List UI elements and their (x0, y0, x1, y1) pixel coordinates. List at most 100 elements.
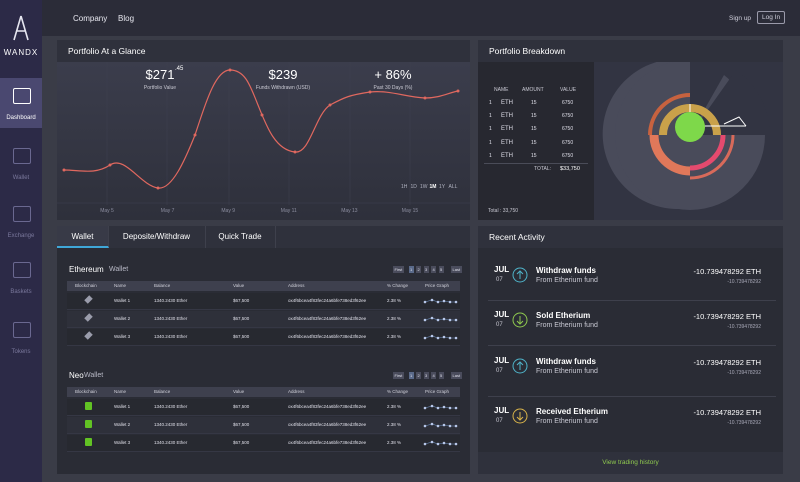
activity-source: From Etherium fund (536, 368, 598, 375)
pager-button[interactable]: 3 (423, 266, 429, 273)
pager-button[interactable]: 5 (438, 372, 444, 379)
range-button[interactable]: 1M (429, 184, 437, 190)
table-cell: 6750 (562, 152, 574, 159)
activity-sub: -10.739478292 (727, 324, 761, 330)
x-date: May 5 (100, 208, 114, 214)
cell-balance: 1340.2430 Ether (154, 440, 188, 445)
table-row (67, 329, 460, 346)
pager-button[interactable]: 1 (408, 372, 414, 379)
sidebar-link[interactable]: Baskets (10, 289, 32, 295)
cell-balance: 1340.2430 Ether (154, 422, 188, 427)
login-button[interactable]: Log In (757, 11, 786, 24)
activity-day: 07 (496, 418, 503, 424)
nav-link[interactable]: Company (73, 14, 108, 23)
activity-panel: Recent Activity JUL 07 Withdraw funds From … (478, 226, 783, 474)
sidebar-link[interactable]: Tokens (11, 349, 31, 355)
neo-icon (85, 402, 92, 410)
cell-change: 2.38 % (387, 422, 402, 427)
cell-change: 2.38 % (387, 316, 402, 321)
column-header: Blockchain (75, 283, 97, 288)
divider (484, 163, 588, 164)
table-cell: 1 (489, 100, 492, 106)
cell-balance: 1340.2430 Ether (154, 316, 188, 321)
activity-amount: -10.739478292 ETH (693, 358, 761, 367)
activity-amount: -10.739478292 ETH (693, 408, 761, 417)
mini-price-graph (423, 298, 458, 304)
stat-label: Portfolio Value (143, 85, 177, 91)
sidebar-link[interactable]: Wallet (12, 175, 30, 181)
column-header: Address (288, 283, 305, 288)
table-cell: 15 (531, 152, 537, 159)
activity-footer-bg (478, 452, 783, 474)
chart-area (57, 62, 470, 220)
wallet-heading-suffix: Wallet (109, 266, 129, 273)
cell-balance: 1340.2430 Ether (154, 298, 188, 303)
cell-change: 2.38 % (387, 298, 402, 303)
table-cell: 15 (531, 139, 537, 146)
table-cell: 6750 (562, 100, 574, 106)
pager-button[interactable]: 4 (431, 372, 437, 379)
sidebar-icon (13, 322, 31, 338)
column-header: Value (233, 283, 245, 288)
tab[interactable]: Wallet (57, 226, 109, 248)
panel-title: Recent Activity (478, 226, 783, 248)
range-button[interactable]: 1W (420, 184, 428, 190)
activity-sub: -10.739478292 (727, 279, 761, 285)
range-button[interactable]: ALL (448, 184, 458, 190)
cell-name: Wallet 2 (114, 422, 131, 427)
cell-value: $67,500 (233, 316, 250, 321)
activity-month: JUL (494, 265, 510, 274)
mini-price-graph (423, 404, 458, 410)
mini-price-graph (423, 440, 458, 446)
table-row (67, 311, 460, 328)
column-header: % Change (387, 389, 409, 394)
cell-value: $67,500 (233, 440, 250, 445)
table-cell: ETH (501, 113, 513, 120)
cell-change: 2.38 % (387, 440, 402, 445)
activity-source: From Etherium fund (536, 418, 598, 425)
column-header: % Change (387, 283, 409, 288)
pager-button[interactable]: 2 (416, 372, 422, 379)
activity-month: JUL (494, 356, 510, 365)
stat-value: $239 (268, 67, 298, 82)
range-button[interactable]: 1H (401, 184, 408, 190)
pager-button[interactable]: First (393, 266, 404, 273)
history-link[interactable]: View trading history (602, 459, 659, 466)
tab[interactable]: Deposite/Withdraw (108, 226, 206, 248)
table-head-bg (67, 387, 460, 397)
activity-day: 07 (496, 368, 503, 374)
signup-link[interactable]: Sign up (729, 15, 752, 22)
pager-button[interactable]: 3 (423, 372, 429, 379)
table-cell: 6750 (562, 139, 574, 146)
cell-name: Wallet 1 (114, 404, 131, 409)
pager-button[interactable]: 5 (438, 266, 444, 273)
panel-title: Portfolio At a Glance (57, 40, 470, 62)
sidebar-link[interactable]: Dashboard (6, 115, 36, 121)
sidebar-link[interactable]: Exchange (7, 233, 35, 239)
table-cell: 6750 (562, 126, 574, 133)
activity-source: From Etherium fund (536, 322, 598, 329)
wallet-heading: Neo (69, 371, 84, 380)
activity-sub: -10.739478292 (727, 370, 761, 376)
pager-button[interactable]: 2 (416, 266, 422, 273)
activity-sub: -10.739478292 (727, 420, 761, 426)
pager-button[interactable]: Last (451, 266, 462, 273)
cell-balance: 1340.2430 Ether (154, 334, 188, 339)
nav-link[interactable]: Blog (118, 14, 135, 23)
pager-button[interactable]: 1 (408, 266, 414, 273)
pager-button[interactable]: First (393, 372, 404, 379)
stat-label: Funds Withdrawn (USD) (255, 85, 311, 91)
cell-address: ox4f6bcea4f83fec24a6bfe738ed3f62ee (288, 404, 367, 409)
wallet-panel: Wallet Deposite/Withdraw Quick Trade Ether… (57, 226, 470, 474)
range-button[interactable]: 1D (410, 184, 417, 190)
activity-title: Sold Etherium (536, 311, 591, 320)
pager-button[interactable]: 4 (431, 266, 437, 273)
activity-source: From Etherium fund (536, 277, 598, 284)
tab[interactable]: Quick Trade (205, 226, 276, 248)
cell-value: $67,500 (233, 422, 250, 427)
range-button[interactable]: 1Y (439, 184, 446, 190)
pager-button[interactable]: Last (451, 372, 462, 379)
table-cell: 1 (489, 126, 492, 133)
wallet-heading: Ethereum (69, 265, 104, 274)
table-row (67, 417, 460, 434)
